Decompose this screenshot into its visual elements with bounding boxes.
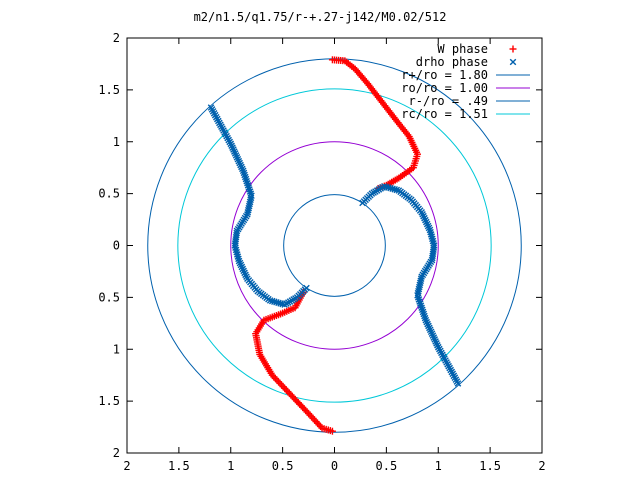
circle-series-5 <box>177 88 492 403</box>
circle-series-4 <box>283 194 386 297</box>
s1-b0-point <box>429 254 436 262</box>
y-tick-label: 2 <box>113 446 120 460</box>
legend-label: r+/ro = 1.80 <box>401 68 488 82</box>
y-tick-label: 0.5 <box>98 187 120 201</box>
y-tick-label: 2 <box>113 31 120 45</box>
circle-series-3 <box>230 141 439 350</box>
x-tick-label: 1 <box>227 459 234 473</box>
s1-b1-point <box>233 229 240 237</box>
chart-title: m2/n1.5/q1.75/r-+.27-j142/M0.02/512 <box>194 10 447 24</box>
legend-label: rc/ro = 1.51 <box>401 107 488 121</box>
axis-ticks: 2 1.5 1 0.5 0 0.5 1 1.5 221.510.500.511.52 <box>98 31 545 473</box>
legend-marker <box>509 45 517 53</box>
y-tick-label: 1.5 <box>98 394 120 408</box>
y-tick-label: 0.5 <box>98 290 120 304</box>
s1-b0-point <box>393 186 401 194</box>
x-tick-label: 2 <box>538 459 545 473</box>
x-tick-label: 0.5 <box>376 459 398 473</box>
phase-points <box>207 56 462 435</box>
legend-label: ro/ro = 1.00 <box>401 81 488 95</box>
s1-b1-point <box>207 104 215 111</box>
x-tick-label: 0 <box>331 459 338 473</box>
legend-label: W phase <box>437 42 488 56</box>
y-tick-label: 1 <box>113 135 120 149</box>
legend-marker <box>509 58 517 66</box>
legend-label: r-/ro = .49 <box>409 94 488 108</box>
y-tick-label: 1 <box>113 342 120 356</box>
y-tick-label: 1.5 <box>98 83 120 97</box>
x-tick-label: 1.5 <box>168 459 190 473</box>
legend-label: drho phase <box>416 55 488 69</box>
s1-b0-point <box>454 380 462 387</box>
y-tick-label: 0 <box>113 239 120 253</box>
x-tick-label: 2 <box>123 459 130 473</box>
x-tick-label: 0.5 <box>272 459 294 473</box>
s1-b1-point <box>268 297 276 305</box>
x-tick-label: 1 <box>435 459 442 473</box>
x-tick-label: 1.5 <box>479 459 501 473</box>
